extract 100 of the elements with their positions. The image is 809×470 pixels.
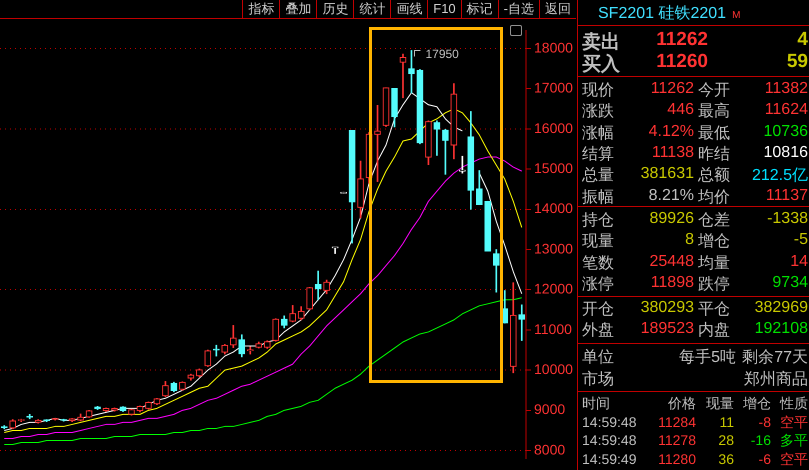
text: 均量 (698, 254, 730, 274)
text: 现量 (582, 232, 614, 252)
text: 11137 (766, 186, 808, 206)
text: 28 (718, 432, 734, 450)
text: 59 (786, 51, 808, 73)
y-tick-label: 9000 (534, 401, 566, 418)
text: -1338 (767, 210, 808, 229)
text: 空平 (780, 414, 808, 432)
text: 单位 (582, 348, 614, 368)
text: 381631 (640, 165, 694, 184)
text: 10736 (764, 122, 808, 142)
text: 8 (685, 231, 694, 250)
y-tick-label: 15000 (534, 160, 574, 176)
text: 14:59:49 (582, 451, 636, 470)
text: 总量 (582, 166, 614, 186)
text: 11262 (656, 29, 708, 51)
text: 返回 (539, 0, 576, 18)
text: 最低 (698, 124, 730, 144)
text: 结算 (582, 144, 614, 165)
text: 382969 (754, 299, 808, 318)
text: -16 (750, 432, 771, 450)
text: 14:59:48 (582, 414, 636, 432)
text: 11284 (658, 414, 696, 432)
text: 买入 (582, 54, 620, 75)
text: 空平 (780, 451, 808, 470)
text: 指标 (242, 0, 280, 18)
text: 历史 (316, 0, 354, 18)
text: 11898 (650, 274, 694, 293)
text: 4 (797, 29, 808, 51)
text: 仓差 (698, 211, 730, 231)
text: 画线 (390, 0, 428, 18)
text: 11138 (652, 144, 694, 163)
annotation: 17950 (425, 46, 460, 61)
text: 叠加 (279, 0, 316, 18)
text: M (732, 10, 740, 21)
text: 持仓 (582, 211, 614, 231)
text: 446 (667, 101, 694, 120)
candlestick (400, 54, 406, 98)
text: 标记 (460, 0, 498, 18)
text: 时间 (582, 395, 610, 413)
text: 14:59:48 (582, 432, 636, 450)
text: 10816 (764, 144, 808, 163)
text: 昨结 (698, 144, 730, 165)
text: 总额 (698, 166, 730, 186)
text: 89926 (650, 210, 694, 229)
y-tick-label: 16000 (534, 120, 574, 136)
text: 多平 (780, 432, 808, 450)
text: 现量 (706, 395, 734, 413)
text: SF2201 硅铁2201 (598, 5, 726, 22)
text: -6 (758, 451, 771, 470)
text: 380293 (640, 299, 694, 318)
text: 11278 (658, 432, 696, 450)
text: 平仓 (698, 300, 730, 320)
y-tick-label: 12000 (534, 280, 574, 297)
text: 统计 (353, 0, 390, 18)
text: 笔数 (582, 254, 614, 274)
text: 11624 (764, 101, 808, 120)
text: 开仓 (582, 300, 614, 320)
y-tick-label: 10000 (534, 361, 574, 378)
text: 25448 (650, 252, 694, 272)
text: 剩余77天 (742, 348, 808, 368)
text: 涨停 (582, 274, 614, 295)
y-tick-label: 17000 (534, 80, 574, 96)
text: 11382 (764, 80, 808, 99)
text: -5 (794, 231, 808, 250)
text: 4.12% (648, 122, 694, 142)
text: 8.21% (648, 186, 694, 206)
text: -自选 (498, 0, 539, 18)
text: 现价 (582, 81, 614, 101)
text: 价格 (668, 395, 696, 413)
candlestick (408, 50, 415, 94)
text: 均价 (698, 188, 730, 208)
y-tick-label: 13000 (534, 240, 574, 256)
text: 卖出 (582, 31, 620, 53)
text: 增仓 (743, 395, 771, 413)
text: 11262 (650, 80, 694, 99)
text: 最高 (698, 102, 730, 122)
text: 14 (790, 252, 808, 272)
candlestick (374, 105, 381, 182)
text: 189523 (640, 320, 694, 339)
text: 跌停 (698, 274, 730, 295)
text: 涨跌 (582, 102, 614, 122)
y-tick-label: 8000 (534, 441, 566, 458)
y-tick-label: 11000 (534, 320, 572, 337)
text: 市场 (582, 370, 614, 390)
text: 9734 (772, 274, 808, 293)
text: 11260 (656, 51, 708, 73)
text: -8 (758, 414, 771, 432)
y-tick-label: 18000 (534, 39, 574, 56)
text: 今开 (698, 81, 730, 101)
text: 郑州商品 (744, 370, 808, 390)
text: 内盘 (698, 320, 730, 341)
text: 11 (719, 414, 734, 432)
text: 212.5亿 (752, 166, 808, 186)
text: F10 (427, 0, 461, 18)
text: 11280 (658, 451, 696, 470)
text: 192108 (754, 320, 808, 339)
text: 性质 (780, 395, 808, 413)
text: 振幅 (582, 188, 614, 208)
y-tick-label: 14000 (534, 200, 574, 216)
